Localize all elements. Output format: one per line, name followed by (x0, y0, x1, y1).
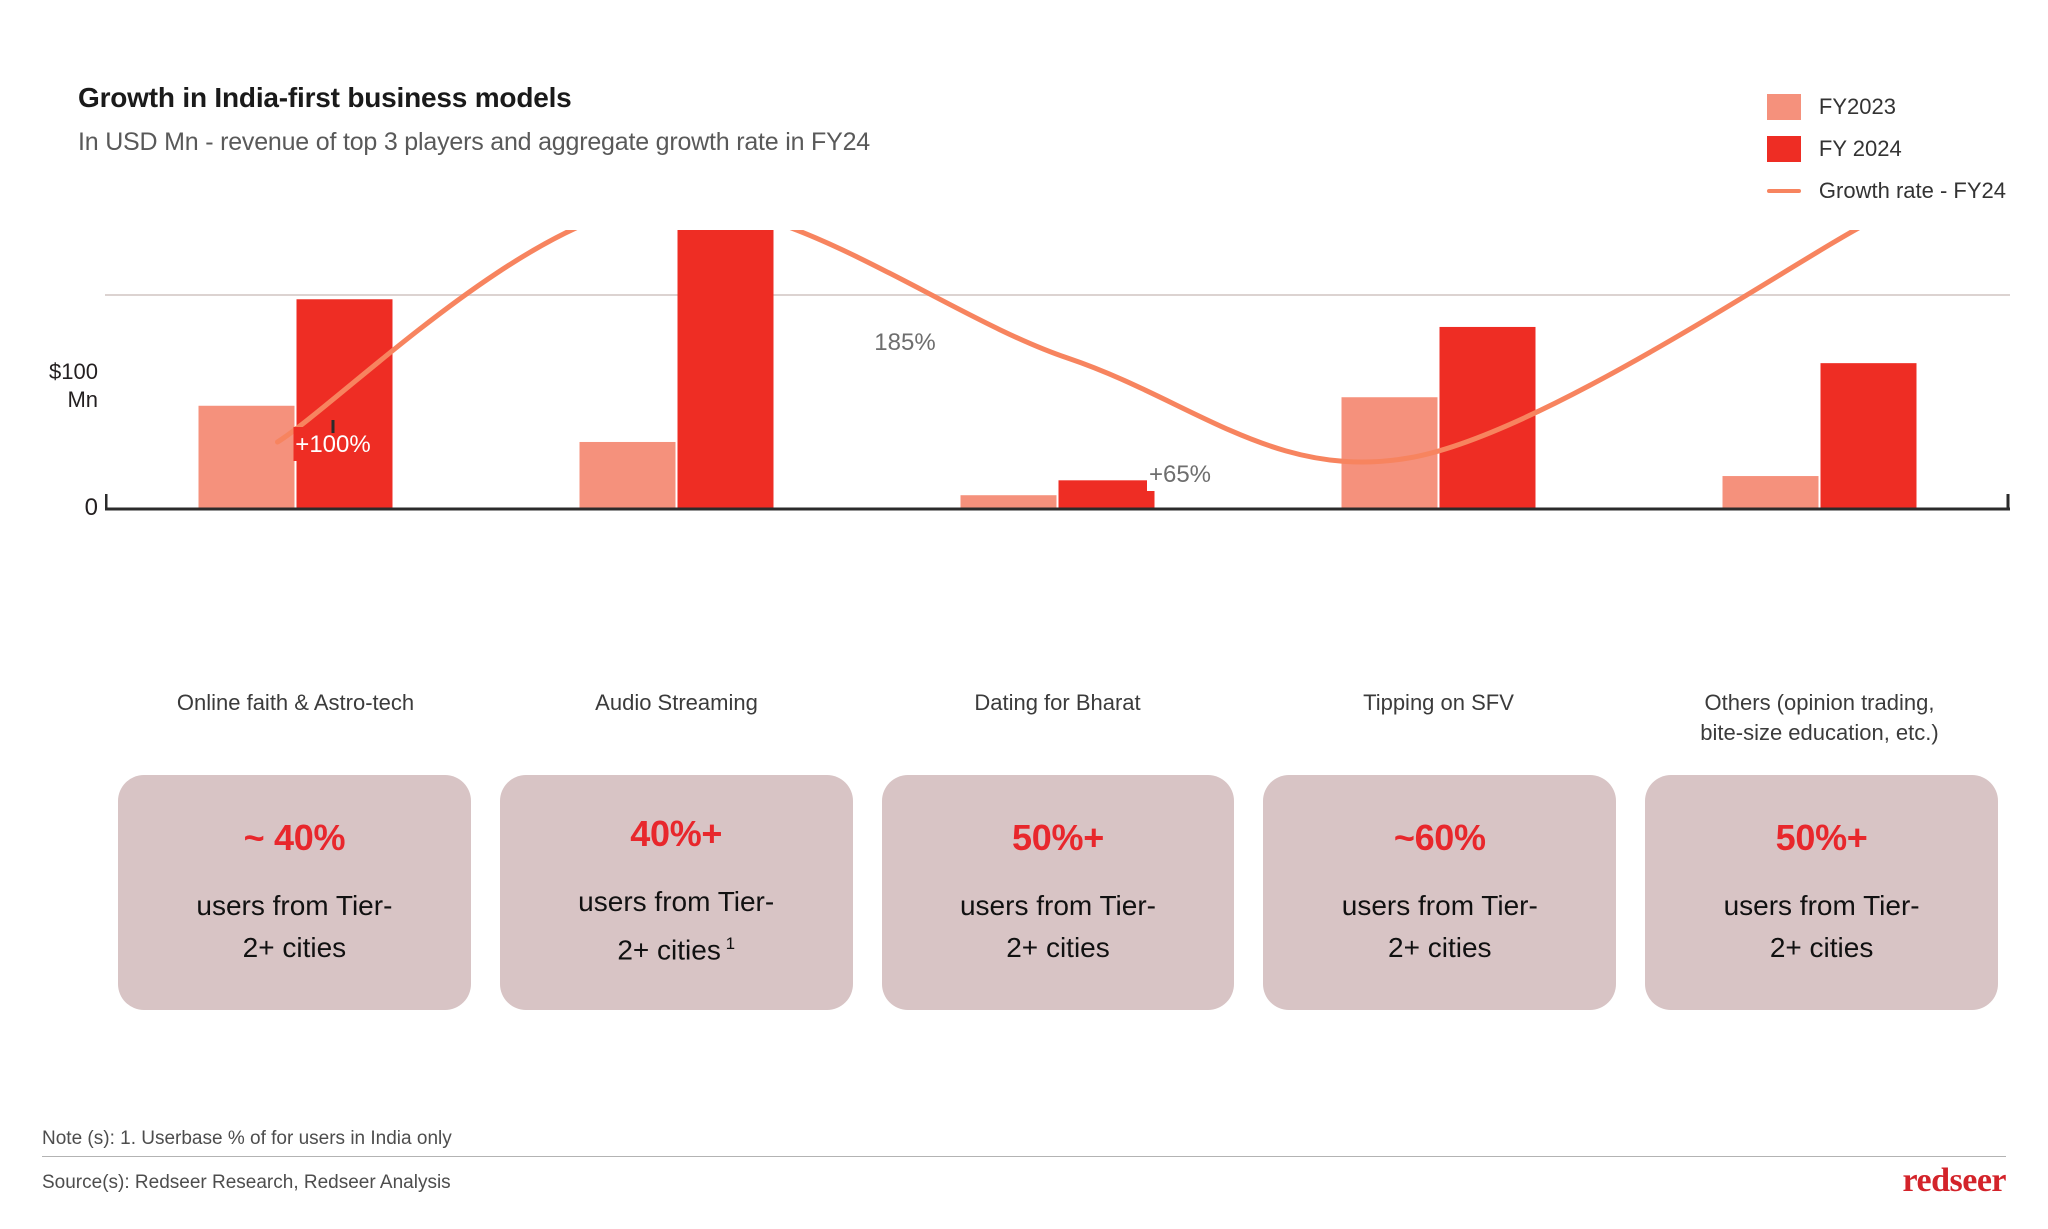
bar-fy2023[interactable] (1722, 476, 1819, 508)
stat-card[interactable]: ~60% users from Tier- 2+ cities (1263, 775, 1617, 1010)
stat-card-value: 40%+ (630, 813, 723, 855)
growth-label-bg (1147, 457, 1213, 491)
stat-card-text: users from Tier- 2+ cities 1 (578, 886, 775, 966)
growth-rate-line[interactable] (275, 230, 1872, 465)
stat-card-list: ~ 40% users from Tier- 2+ cities 40%+ use… (118, 775, 1998, 1010)
bar-fy2023[interactable] (198, 405, 295, 508)
bar-fy2024[interactable] (296, 299, 393, 508)
y-axis-zero-label: 0 (84, 494, 98, 521)
footer-divider (42, 1156, 2006, 1157)
x-axis-label-0: Online faith & Astro-tech (176, 690, 415, 715)
stat-card-value: ~60% (1393, 816, 1486, 858)
legend-swatch-fy2023-icon (1766, 94, 1801, 120)
growth-label-text: 185% (874, 329, 935, 356)
growth-label-text: +100% (295, 431, 370, 458)
x-axis-label-2: Dating for Bharat (974, 690, 1141, 715)
y-axis-top-label-line2: Mn (67, 387, 98, 412)
growth-label: +65% (1147, 457, 1213, 491)
stat-card[interactable]: 50%+ users from Tier- 2+ cities (1645, 775, 1998, 1010)
stat-card-text: users from Tier- 2+ cities (196, 889, 393, 963)
y-axis-top-label-line1: $100 (49, 359, 98, 384)
bar-fy2024[interactable] (677, 230, 774, 508)
bar-fy2023[interactable] (579, 441, 676, 508)
growth-label-text: +65% (1149, 461, 1211, 488)
footer-note: Note (s): 1. Userbase % of for users in … (42, 1128, 452, 1149)
bar-fy2023[interactable] (960, 495, 1057, 508)
chart-plot-area: +100%+375%185%+65%+350+ (105, 230, 2010, 511)
chart-legend: FY2023 FY 2024 Growth rate - FY24 (1766, 86, 2006, 212)
footer-source: Source(s): Redseer Research, Redseer Ana… (42, 1172, 451, 1193)
bar-fy2023[interactable] (1341, 397, 1438, 508)
stat-card-value: 50%+ (1012, 816, 1104, 858)
x-axis-label-3: Tipping on SFV (1363, 690, 1514, 715)
x-axis-label-4: Others (opinion trading, bite-size educat… (1700, 690, 1939, 745)
legend-line-growth-icon (1766, 178, 1801, 204)
legend-label-fy2024: FY 2024 (1818, 136, 1902, 161)
legend-label-fy2023: FY2023 (1818, 94, 1896, 119)
legend-item-growth-rate[interactable]: Growth rate - FY24 (1766, 170, 2006, 212)
stat-card-text: users from Tier- 2+ cities (1341, 889, 1538, 963)
y-axis-top-label: $100 Mn (18, 358, 98, 414)
legend-swatch-fy2024-icon (1766, 136, 1801, 162)
x-axis-labels: Online faith & Astro-tech Audio Streamin… (105, 688, 2010, 748)
stat-card[interactable]: 50%+ users from Tier- 2+ cities (881, 775, 1235, 1010)
page-subtitle: In USD Mn - revenue of top 3 players and… (78, 128, 871, 156)
page-title: Growth in India-first business models (78, 82, 572, 113)
stat-card[interactable]: ~ 40% users from Tier- 2+ cities (118, 775, 471, 1010)
redseer-logo: redseer (1902, 1162, 2007, 1199)
stat-card[interactable]: 40%+ users from Tier- 2+ cities 1 (499, 775, 853, 1010)
legend-item-fy2023[interactable]: FY2023 (1766, 86, 2006, 128)
stat-card-value: 50%+ (1775, 816, 1868, 858)
growth-label: 185% (874, 329, 935, 356)
bar-fy2024[interactable] (1820, 363, 1917, 508)
stat-card-text: users from Tier- 2+ cities (1723, 889, 1920, 963)
legend-item-fy2024[interactable]: FY 2024 (1766, 128, 2006, 170)
chart-svg: +100%+375%185%+65%+350+ (105, 230, 2010, 511)
bar-fy2024[interactable] (1058, 480, 1155, 508)
stat-card-text: users from Tier- 2+ cities (959, 889, 1156, 963)
x-axis-label-1: Audio Streaming (595, 690, 758, 715)
stat-card-value: ~ 40% (243, 816, 346, 858)
legend-label-growth-rate: Growth rate - FY24 (1818, 178, 2006, 203)
